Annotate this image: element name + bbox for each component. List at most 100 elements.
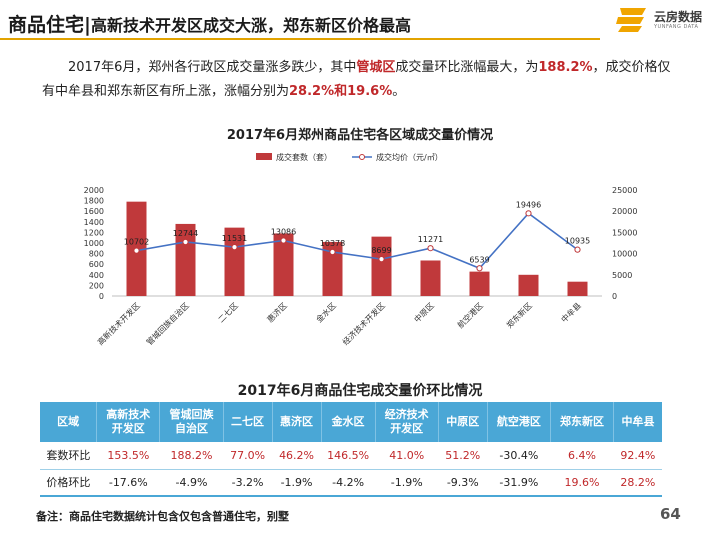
table-cell: 46.2% xyxy=(272,442,322,470)
x-tick-label: 中牟县 xyxy=(559,300,583,324)
y-left-tick-label: 2000 xyxy=(84,186,104,195)
logo-icon xyxy=(616,8,646,32)
table-header-region: 区域 xyxy=(40,402,98,442)
table-cell: 77.0% xyxy=(223,442,273,470)
y-left-tick-label: 0 xyxy=(99,292,104,301)
header: 商品住宅|高新技术开发区成交大涨，郑东新区价格最高 云房数据 YUNFANG D… xyxy=(0,0,720,44)
x-tick-label: 经济技术开发区 xyxy=(340,300,387,347)
y-right-tick-label: 5000 xyxy=(612,271,632,280)
para-text-2: 成交量环比涨幅最大，为 xyxy=(395,60,539,75)
table-header-cell: 金水区 xyxy=(321,402,376,442)
y-left-tick-label: 1600 xyxy=(84,207,104,216)
y-left-tick-label: 600 xyxy=(89,260,104,269)
comparison-table: 区域 高新技术 开发区 管城回族 自治区 二七区 惠济区 金水区 经济技术 开发区 中原区 航空港区郑… xyxy=(40,402,662,497)
line-point xyxy=(280,237,287,244)
x-tick-label: 惠济区 xyxy=(265,300,289,324)
para-text-3: ，成交价格仅有中牟县和郑东新区有所上涨，涨幅分别为 xyxy=(42,60,671,99)
table-row: 套数环比 153.5% 188.2% 77.0% 46.2% 146.5% 41.0% 51.… xyxy=(40,442,662,470)
y-right-tick-label: 10000 xyxy=(612,250,637,259)
table-cell: -4.2% xyxy=(321,469,376,497)
table-cell: 28.2% xyxy=(613,469,662,497)
table-header-cell: 二七区 xyxy=(223,402,273,442)
line-data-label: 19496 xyxy=(516,200,541,209)
table-cell: -3.2% xyxy=(223,469,273,497)
x-tick-label: 二七区 xyxy=(217,301,240,324)
table-cell: 6.4% xyxy=(550,442,614,470)
table-cell: -9.3% xyxy=(438,469,488,497)
para-highlight-2: 188.2% xyxy=(538,60,593,75)
bar xyxy=(469,271,490,296)
title-main: 商品住宅 xyxy=(8,14,85,36)
table-cell: 146.5% xyxy=(321,442,376,470)
line-data-label: 11531 xyxy=(222,234,247,243)
page-number: 64 xyxy=(660,505,681,523)
table-cell: 51.2% xyxy=(438,442,488,470)
table-row-label: 价格环比 xyxy=(40,469,97,497)
x-tick-label: 郑东新区 xyxy=(504,300,534,330)
bar xyxy=(273,233,294,296)
line-data-label: 10702 xyxy=(124,238,149,247)
page-title: 商品住宅|高新技术开发区成交大涨，郑东新区价格最高 xyxy=(8,10,411,37)
price-line xyxy=(136,212,578,270)
para-highlight-1: 管城区 xyxy=(356,60,396,75)
title-subtitle: 高新技术开发区成交大涨，郑东新区价格最高 xyxy=(90,16,411,35)
line-data-label: 11271 xyxy=(418,235,443,244)
table-cell: 153.5% xyxy=(96,442,160,470)
table-cell: -4.9% xyxy=(159,469,224,497)
footnote: 备注：商品住宅数据统计包含仅包含普通住宅，别墅 xyxy=(36,510,289,523)
line-point xyxy=(525,210,532,217)
y-left-tick-label: 1200 xyxy=(84,228,104,237)
x-tick-label: 管城回族自治区 xyxy=(144,300,191,347)
y-left-tick-label: 1000 xyxy=(84,239,104,248)
chart-title: 2017年6月郑州商品住宅各区域成交量价情况 xyxy=(226,128,494,143)
table-cell: 92.4% xyxy=(613,442,662,470)
y-right-tick-label: 15000 xyxy=(612,228,637,237)
table-cell: -30.4% xyxy=(487,442,551,470)
table-header-row: 区域 高新技术 开发区 管城回族 自治区 二七区 惠济区 金水区 经济技术 开发区 中原区 航空港区郑… xyxy=(40,402,662,442)
table-row-label: 套数环比 xyxy=(40,442,97,470)
table-header-cell: 经济技术 开发区 xyxy=(375,402,439,442)
line-point xyxy=(133,247,140,254)
line-point xyxy=(329,248,336,256)
y-right-tick-label: 0 xyxy=(612,292,617,301)
summary-paragraph: 2017年6月，郑州各行政区成交量涨多跌少，其中管城区成交量环比涨幅最大，为18… xyxy=(42,56,682,104)
bar xyxy=(567,281,588,296)
title-separator: | xyxy=(84,14,91,36)
x-tick-label: 金水区 xyxy=(314,300,338,324)
line-point xyxy=(378,256,385,263)
line-data-label: 10935 xyxy=(565,237,590,246)
legend-swatch-bars xyxy=(256,153,272,160)
x-tick-label: 航空港区 xyxy=(455,300,485,330)
table-header-cell: 高新技术 开发区 xyxy=(96,402,161,442)
para-highlight-3: 28.2%和19.6% xyxy=(289,84,393,99)
legend-label-line: 成交均价（元/㎡） xyxy=(376,152,443,162)
y-left-tick-label: 1400 xyxy=(84,218,104,227)
table-cell: -1.9% xyxy=(375,469,439,497)
table-header-cell: 管城回族 自治区 xyxy=(159,402,224,442)
line-data-label: 6539 xyxy=(469,255,489,264)
table-header-cell: 中牟县 xyxy=(613,402,662,442)
line-point xyxy=(574,246,581,253)
line-data-label: 12744 xyxy=(173,229,198,238)
bar xyxy=(224,227,245,296)
x-tick-label: 高新技术开发区 xyxy=(95,300,142,347)
y-left-tick-label: 800 xyxy=(89,250,104,259)
y-left-tick-label: 1800 xyxy=(84,197,104,206)
line-data-label: 13086 xyxy=(271,228,296,237)
table-row: 价格环比 -17.6% -4.9% -3.2% -1.9% -4.2% -1.9% -9.3%… xyxy=(40,469,662,497)
table-header-cell: 郑东新区 xyxy=(550,402,615,442)
table-cell: -17.6% xyxy=(96,469,160,497)
y-right-tick-label: 20000 xyxy=(612,207,637,216)
y-right-tick-label: 25000 xyxy=(612,186,637,195)
table-header-cell: 中原区 xyxy=(438,402,488,442)
table-header-cell: 惠济区 xyxy=(272,402,322,442)
table-cell: -1.9% xyxy=(272,469,322,497)
table-cell: 19.6% xyxy=(550,469,614,497)
logo-name: 云房数据 xyxy=(654,10,703,24)
para-text-1: 2017年6月，郑州各行政区成交量涨多跌少，其中 xyxy=(68,60,357,75)
logo-subtext: YUNFANG DATA xyxy=(654,24,699,30)
header-underline xyxy=(0,38,600,40)
line-data-label: 10378 xyxy=(320,239,345,248)
line-point xyxy=(182,238,189,246)
